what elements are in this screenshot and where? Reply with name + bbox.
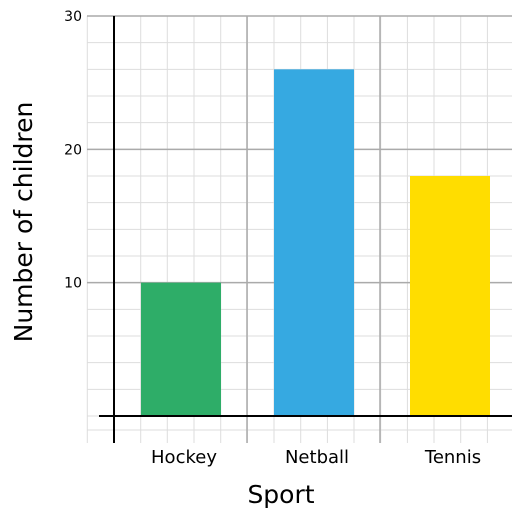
y-tick-label: 20 [64, 142, 82, 158]
x-tick-label: Hockey [151, 447, 217, 468]
x-axis-title: Sport [247, 480, 314, 509]
bar-hockey [141, 282, 221, 416]
y-tick-label: 10 [64, 276, 82, 292]
bar-tennis [410, 176, 490, 416]
y-tick-label: 30 [64, 9, 82, 25]
y-axis-title: Number of children [9, 102, 38, 343]
x-tick-label: Netball [285, 447, 349, 468]
bars [141, 69, 490, 416]
y-tick-labels: 10 20 30 [64, 9, 82, 292]
bar-netball [274, 69, 354, 416]
x-tick-labels: Hockey Netball Tennis [151, 447, 481, 468]
x-tick-label: Tennis [424, 447, 481, 468]
